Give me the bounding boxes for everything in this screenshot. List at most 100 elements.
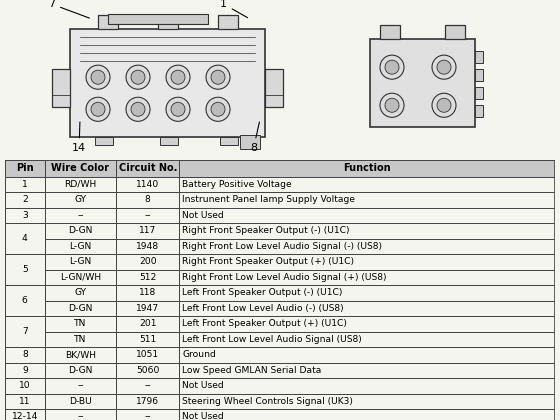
Bar [475,105,483,117]
Bar [116,316,179,332]
Bar [95,137,113,145]
Bar [116,362,179,378]
Bar [179,362,555,378]
Text: 9: 9 [22,366,27,375]
Bar [179,176,555,192]
Bar [179,301,555,316]
Bar [108,14,208,24]
Bar [179,160,555,176]
Text: Right Front Low Level Audio Signal (-) (US8): Right Front Low Level Audio Signal (-) (… [183,242,382,251]
Text: --: -- [77,211,83,220]
Text: Left Front Speaker Output (+) (U1C): Left Front Speaker Output (+) (U1C) [183,319,347,328]
Text: RD/WH: RD/WH [64,180,96,189]
Bar [179,285,555,301]
Bar [45,394,116,409]
Circle shape [385,60,399,74]
Text: 4: 4 [22,234,28,243]
Bar [179,394,555,409]
Circle shape [380,55,404,79]
Text: 1947: 1947 [136,304,159,313]
Text: Circuit No.: Circuit No. [119,163,177,173]
Bar [179,347,555,362]
Bar [45,239,116,254]
Text: Steering Wheel Controls Signal (UK3): Steering Wheel Controls Signal (UK3) [183,397,353,406]
Bar [5,347,45,362]
Text: GY: GY [74,195,86,205]
Bar [5,409,45,420]
Bar [158,15,178,29]
Text: --: -- [144,381,151,390]
Text: 7: 7 [22,327,27,336]
Text: Wire Color: Wire Color [52,163,109,173]
Bar [45,332,116,347]
Bar [179,239,555,254]
Circle shape [166,97,190,121]
Bar [45,160,116,176]
Text: Not Used: Not Used [183,211,224,220]
Bar [5,160,45,176]
Bar [70,29,265,137]
Text: D-GN: D-GN [68,366,92,375]
Circle shape [437,60,451,74]
Circle shape [171,102,185,116]
Bar [5,362,45,378]
Bar [179,192,555,207]
Bar [220,137,238,145]
Text: Ground: Ground [183,350,216,360]
Bar [179,409,555,420]
Text: 5060: 5060 [136,366,160,375]
Bar [160,137,178,145]
Text: L-GN: L-GN [69,242,91,251]
Circle shape [385,98,399,112]
Bar [45,207,116,223]
Circle shape [437,98,451,112]
Bar [45,270,116,285]
Bar [370,39,475,127]
Bar [45,285,116,301]
Bar [179,332,555,347]
Text: L-GN/WH: L-GN/WH [60,273,101,282]
Text: 201: 201 [139,319,156,328]
Bar [380,25,400,39]
Text: Left Front Low Level Audio (-) (US8): Left Front Low Level Audio (-) (US8) [183,304,344,313]
Text: 117: 117 [139,226,156,235]
Bar [5,316,45,347]
Bar [116,378,179,394]
Text: 2: 2 [22,195,28,205]
Text: 1051: 1051 [136,350,159,360]
Bar [52,69,70,107]
Text: 200: 200 [139,257,157,266]
Bar [475,69,483,81]
Bar [475,87,483,99]
Text: 1140: 1140 [136,180,160,189]
Text: Left Front Low Level Audio Signal (US8): Left Front Low Level Audio Signal (US8) [183,335,362,344]
Circle shape [432,55,456,79]
Text: Function: Function [343,163,391,173]
Text: Instrunent Panel lamp Supply Voltage: Instrunent Panel lamp Supply Voltage [183,195,356,205]
Bar [5,394,45,409]
Bar [5,254,45,285]
Text: BK/WH: BK/WH [65,350,96,360]
Bar [45,316,116,332]
Text: Right Front Speaker Output (+) (U1C): Right Front Speaker Output (+) (U1C) [183,257,354,266]
Bar [116,223,179,239]
Text: 511: 511 [139,335,156,344]
Bar [116,160,179,176]
Bar [45,362,116,378]
Bar [5,176,45,192]
Text: Left Front Speaker Output (-) (U1C): Left Front Speaker Output (-) (U1C) [183,289,343,297]
Text: Not Used: Not Used [183,412,224,420]
Bar [116,176,179,192]
Bar [179,207,555,223]
Text: Low Speed GMLAN Serial Data: Low Speed GMLAN Serial Data [183,366,322,375]
Circle shape [211,70,225,84]
Circle shape [206,97,230,121]
Text: Not Used: Not Used [183,381,224,390]
Text: Right Front Speaker Output (-) (U1C): Right Front Speaker Output (-) (U1C) [183,226,350,235]
Circle shape [171,70,185,84]
Bar [116,239,179,254]
Text: 8: 8 [22,350,27,360]
Text: Pin: Pin [16,163,34,173]
Circle shape [380,93,404,117]
Bar [179,254,555,270]
